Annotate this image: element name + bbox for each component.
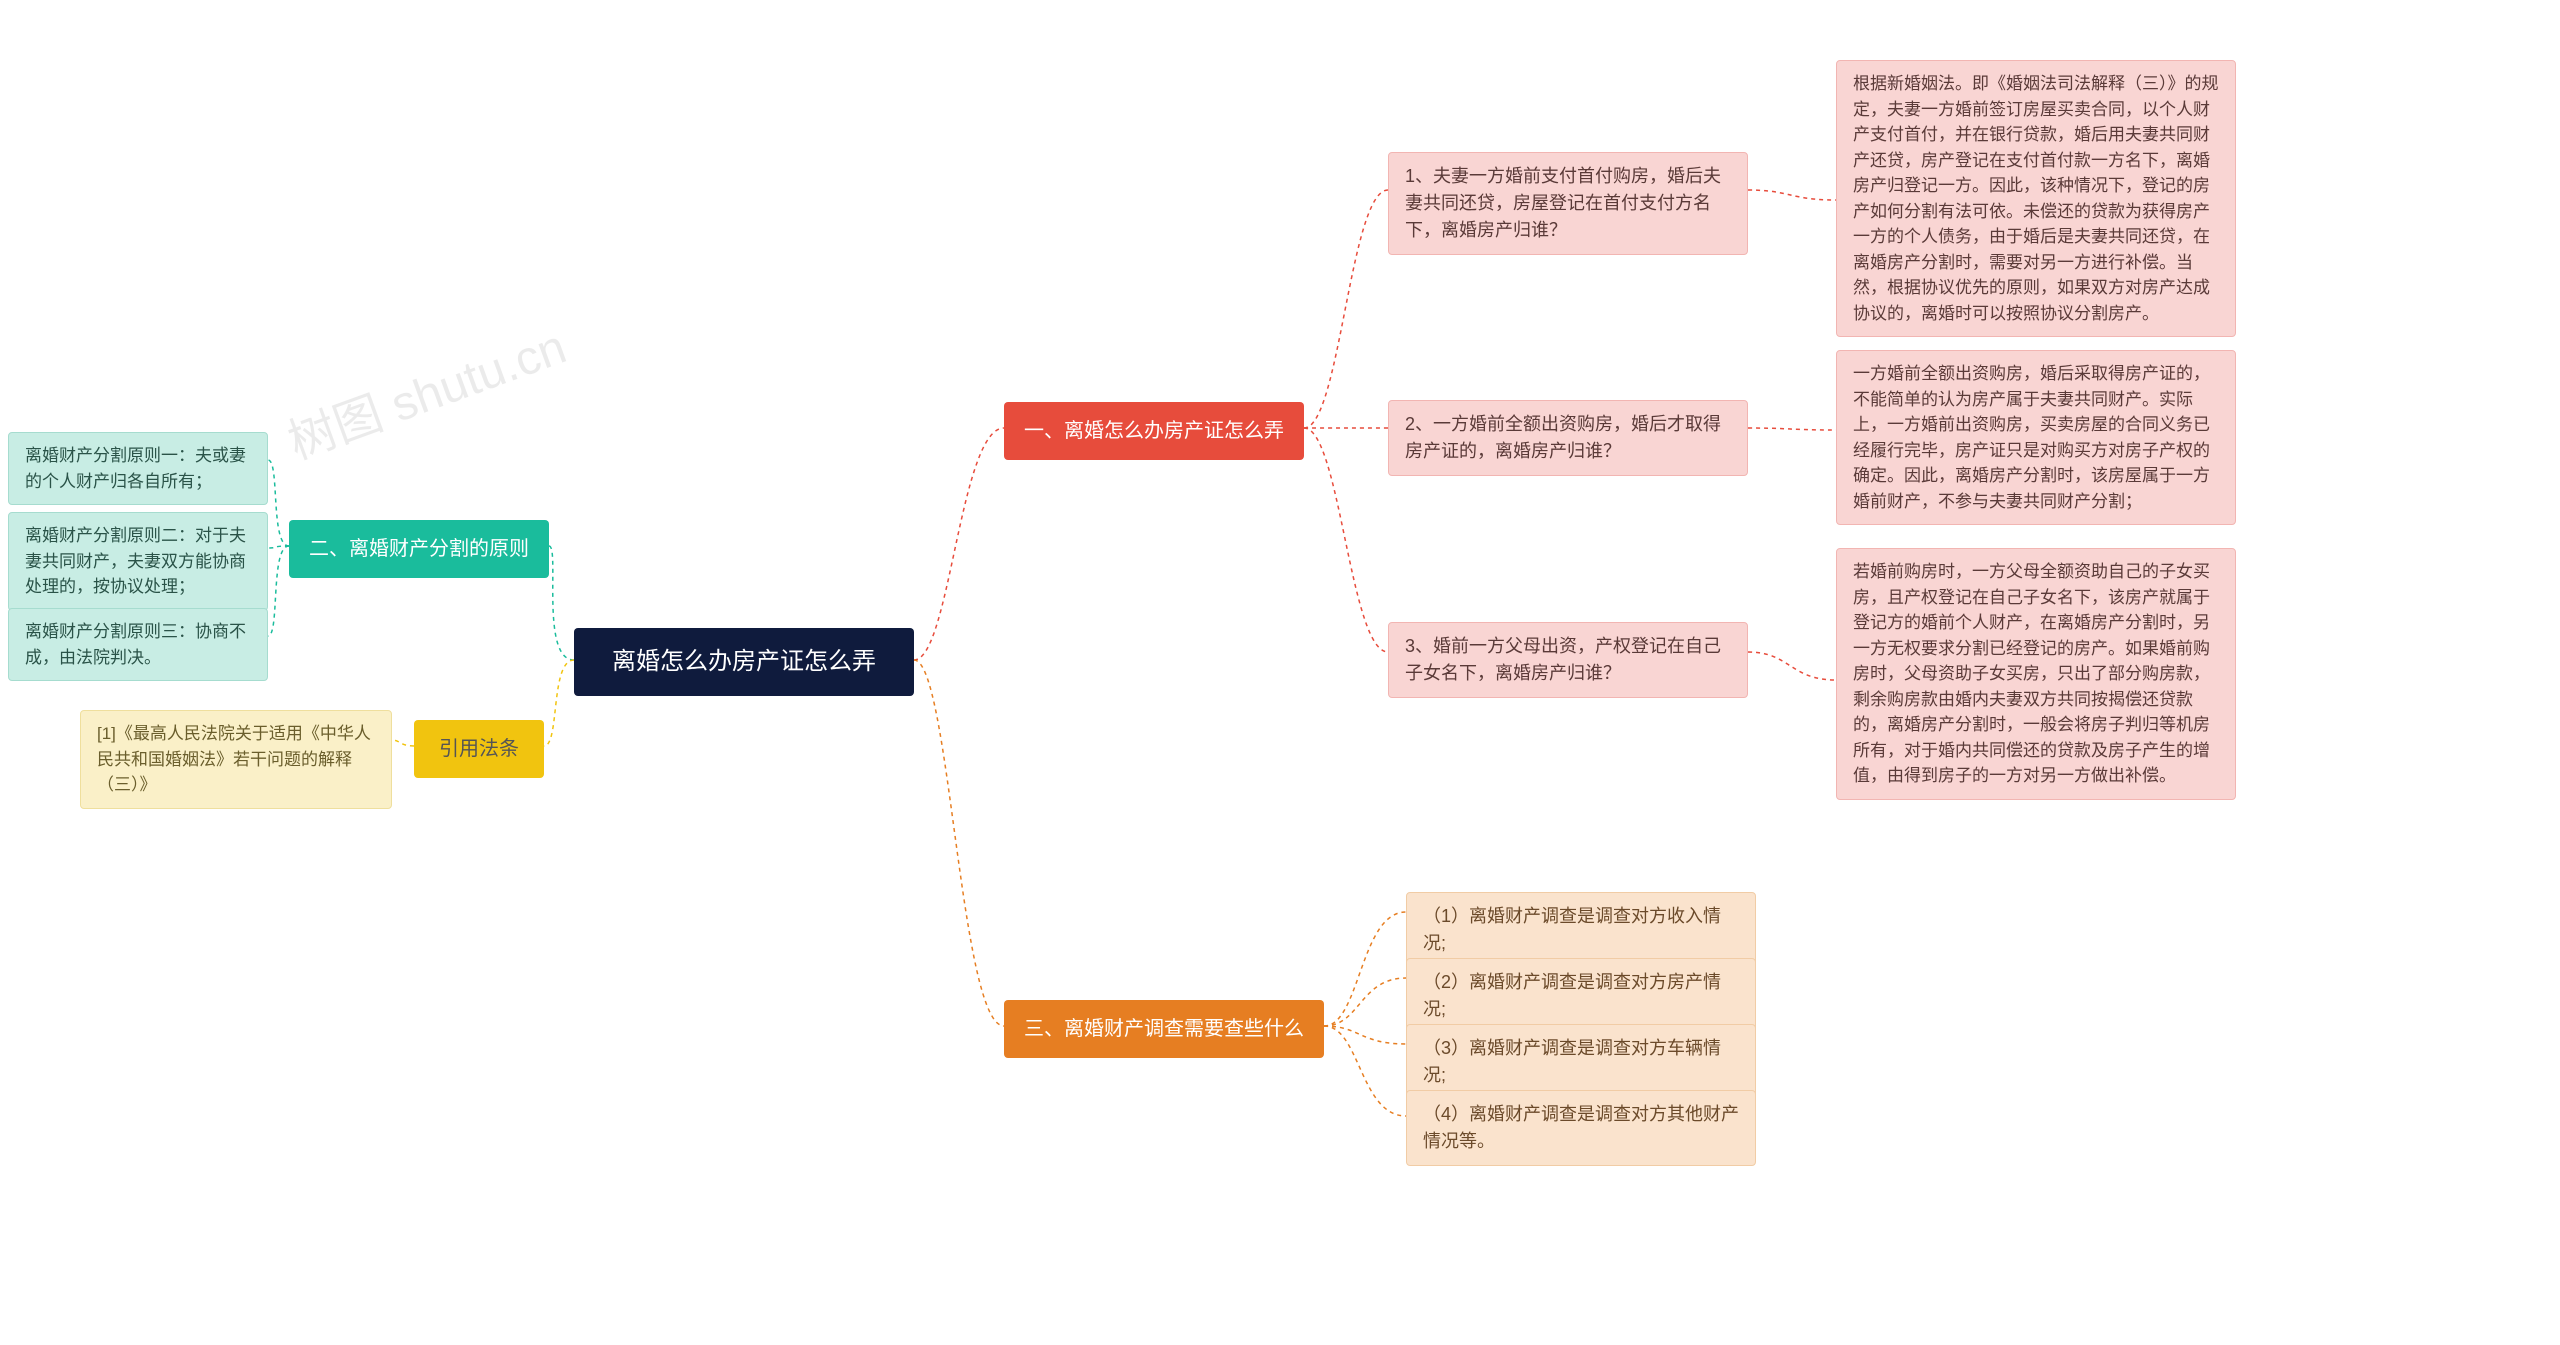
branch-3: 引用法条 (414, 720, 544, 778)
center-node: 离婚怎么办房产证怎么弄 (574, 628, 914, 696)
branch-1-q3: 3、婚前一方父母出资，产权登记在自己子女名下，离婚房产归谁？ (1388, 622, 1748, 698)
branch-2: 二、离婚财产分割的原则 (289, 520, 549, 578)
branch-2-p2: 离婚财产分割原则二：对于夫妻共同财产，夫妻双方能协商处理的，按协议处理； (8, 512, 268, 611)
branch-4-i3: （3）离婚财产调查是调查对方车辆情况; (1406, 1024, 1756, 1100)
branch-1: 一、离婚怎么办房产证怎么弄 (1004, 402, 1304, 460)
branch-1-q1: 1、夫妻一方婚前支付首付购房，婚后夫妻共同还贷，房屋登记在首付支付方名下，离婚房… (1388, 152, 1748, 255)
watermark-1: 树图 shutu.cn (277, 307, 574, 472)
branch-4-i2: （2）离婚财产调查是调查对方房产情况; (1406, 958, 1756, 1034)
branch-4-i1: （1）离婚财产调查是调查对方收入情况; (1406, 892, 1756, 968)
branch-1-q2: 2、一方婚前全额出资购房，婚后才取得房产证的，离婚房产归谁？ (1388, 400, 1748, 476)
branch-3-ref: [1]《最高人民法院关于适用《中华人民共和国婚姻法》若干问题的解释（三）》 (80, 710, 392, 809)
branch-1-a3: 若婚前购房时，一方父母全额资助自己的子女买房，且产权登记在自己子女名下，该房产就… (1836, 548, 2236, 800)
branch-2-p1: 离婚财产分割原则一：夫或妻的个人财产归各自所有； (8, 432, 268, 505)
branch-2-p3: 离婚财产分割原则三：协商不成，由法院判决。 (8, 608, 268, 681)
branch-4-i4: （4）离婚财产调查是调查对方其他财产情况等。 (1406, 1090, 1756, 1166)
branch-1-a2: 一方婚前全额出资购房，婚后采取得房产证的，不能简单的认为房产属于夫妻共同财产。实… (1836, 350, 2236, 525)
branch-4: 三、离婚财产调查需要查些什么 (1004, 1000, 1324, 1058)
branch-1-a1: 根据新婚姻法。即《婚姻法司法解释（三）》的规定，夫妻一方婚前签订房屋买卖合同，以… (1836, 60, 2236, 337)
